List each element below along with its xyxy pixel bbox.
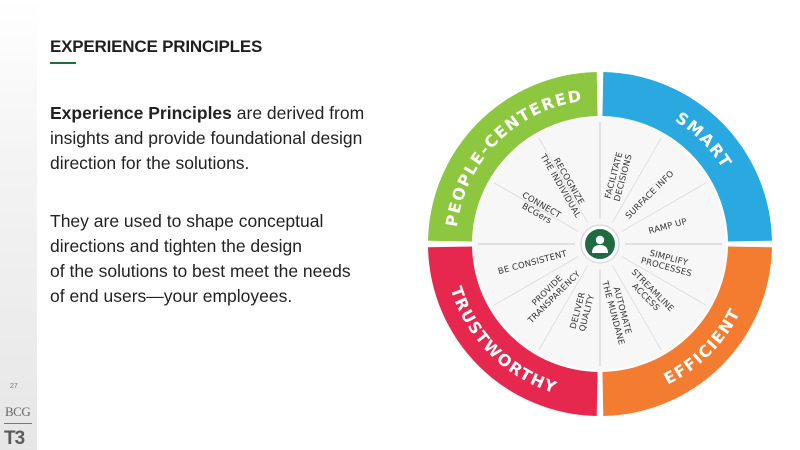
wheel-divider — [621, 256, 706, 306]
usage-line: They are used to shape conceptual — [50, 211, 324, 231]
wheel-divider — [612, 265, 662, 350]
wheel-divider — [538, 265, 588, 350]
segment-efficient — [602, 246, 772, 416]
segment-people-centered — [428, 72, 598, 242]
segment-trustworthy — [428, 246, 598, 416]
side-strip — [0, 0, 37, 450]
wheel-divider — [494, 256, 579, 306]
usage-line: directions and tighten the design — [50, 236, 302, 256]
logo-divider — [4, 423, 32, 424]
segment-smart — [602, 72, 772, 242]
wheel-divider — [621, 182, 706, 232]
principles-wheel: PEOPLE-CENTEREDSMARTEFFICIENTTRUSTWORTHY… — [428, 72, 772, 416]
usage-line: of end users—your employees. — [50, 286, 293, 306]
person-icon — [592, 235, 608, 253]
intro-lead-rest: are derived from insights and provide fo… — [50, 103, 365, 173]
title-underline — [50, 62, 76, 64]
page-number: 27 — [10, 383, 18, 390]
wheel-divider — [612, 138, 662, 223]
bcg-logo: BCG — [5, 404, 31, 419]
intro-paragraph: Experience Principles are derived from i… — [50, 101, 380, 176]
usage-paragraph: They are used to shape conceptual directi… — [50, 209, 380, 309]
t3-logo: T3 — [4, 428, 25, 449]
intro-lead-bold: Experience Principles — [50, 103, 232, 123]
usage-line: of the solutions to best meet the needs — [50, 261, 351, 281]
wheel-divider — [538, 138, 588, 223]
page-title: EXPERIENCE PRINCIPLES — [50, 37, 263, 56]
wheel-divider — [494, 182, 579, 232]
